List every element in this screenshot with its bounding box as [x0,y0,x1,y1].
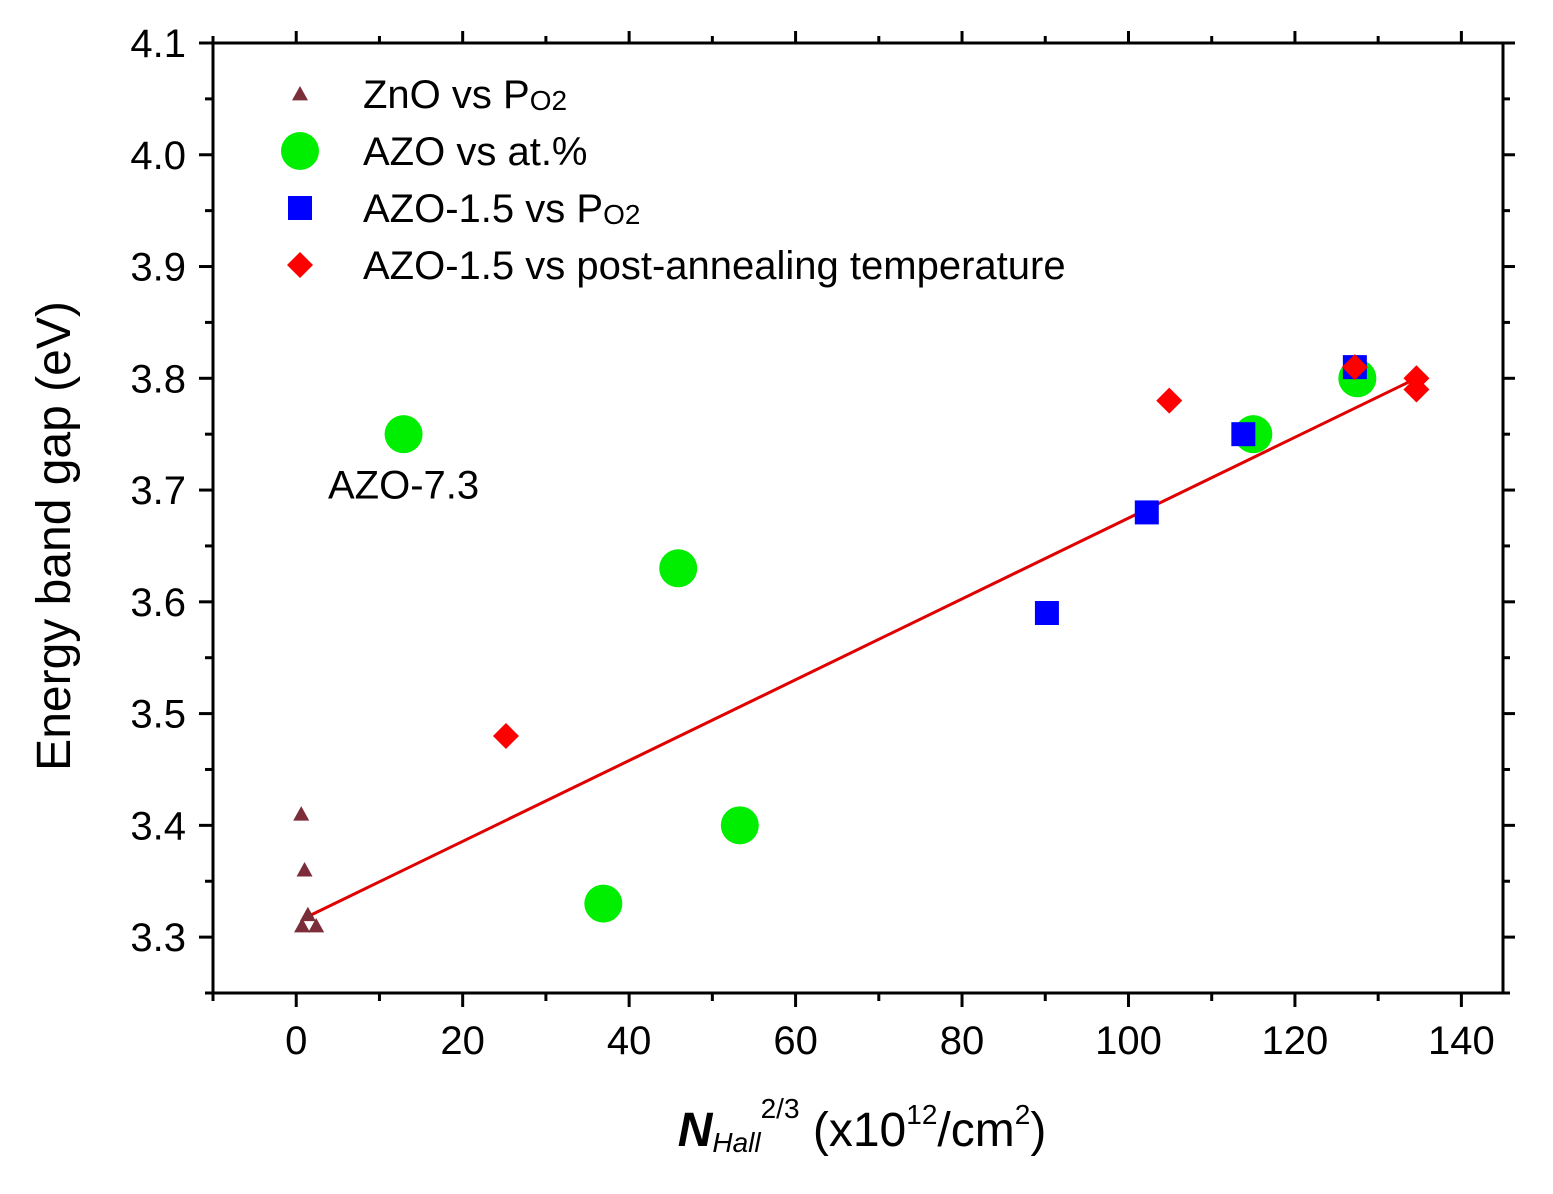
x-tick-label: 60 [773,1019,818,1063]
x-axis-title-units-exponent-2: 2 [1015,1099,1031,1130]
data-point-triangle [299,906,316,922]
y-tick-label: 3.8 [130,357,186,401]
data-point-triangle [308,917,325,933]
x-tick-label: 0 [285,1019,307,1063]
x-axis-title-superscript: 2/3 [761,1093,800,1124]
y-tick-label: 3.9 [130,246,186,290]
x-axis-title-units-close: ) [1030,1104,1046,1157]
data-point-diamond [1341,354,1368,381]
x-axis-title-main: N [678,1104,714,1157]
legend-label-subscript: O2 [530,85,567,116]
y-tick-label: 4.1 [130,22,186,66]
y-tick-label: 3.3 [130,916,186,960]
x-axis-title-units-mid: /cm [937,1104,1014,1157]
legend-label-subscript: O2 [603,199,640,230]
legend-label-text: AZO vs at.% [363,130,588,174]
data-point-circle [584,884,623,923]
x-tick-label: 140 [1428,1019,1495,1063]
data-point-square [1134,500,1159,525]
legend-entry-label: AZO-1.5 vs post-annealing temperature [363,244,1066,288]
x-tick-label: 40 [607,1019,652,1063]
data-point-triangle [293,806,310,821]
data-point-square [1034,601,1059,625]
legend-entry-label: ZnO vs PO2 [363,73,567,117]
x-tick-label: 20 [440,1019,485,1063]
linear-fit-line [303,376,1418,920]
y-tick-label: 3.4 [130,804,186,848]
y-axis-title: Energy band gap (eV) [28,301,81,771]
data-point-circle [720,806,759,845]
legend-entry-label: AZO-1.5 vs PO2 [363,187,640,231]
data-point-circle [384,415,423,454]
y-tick-label: 3.6 [130,581,186,625]
plot-frame [211,41,1505,995]
legend-label-text: ZnO vs P [363,73,530,117]
data-point-diamond [492,722,519,749]
y-tick-label: 3.7 [130,469,186,513]
data-point-circle [659,549,698,588]
y-tick-label: 4.0 [130,134,186,178]
data-point-diamond [1156,387,1183,414]
data-point-diamond [1403,376,1430,403]
legend-label-text: AZO-1.5 vs P [363,187,603,231]
legend-marker-triangle [292,86,308,101]
x-axis-title-units-exponent: 12 [906,1099,937,1130]
legend-marker-diamond [287,252,313,278]
x-tick-label: 80 [940,1019,985,1063]
legend-entry-label: AZO vs at.% [363,130,588,174]
legend-marker-square [288,196,312,220]
data-point-square [1231,422,1256,447]
legend-label-text: AZO-1.5 vs post-annealing temperature [363,244,1066,288]
x-tick-label: 120 [1262,1019,1329,1063]
legend-marker-circle [281,132,319,170]
data-point-triangle [294,917,311,933]
data-point-triangle [296,862,313,877]
x-tick-label: 100 [1095,1019,1162,1063]
x-axis-title-subscript: Hall [712,1127,761,1158]
x-axis-title-units: (x10 [800,1104,907,1157]
y-tick-label: 3.5 [130,693,186,737]
x-axis-title: NHall2/3 (x1012/cm2) [678,1093,1047,1158]
annotation-label: AZO-7.3 [328,463,479,507]
